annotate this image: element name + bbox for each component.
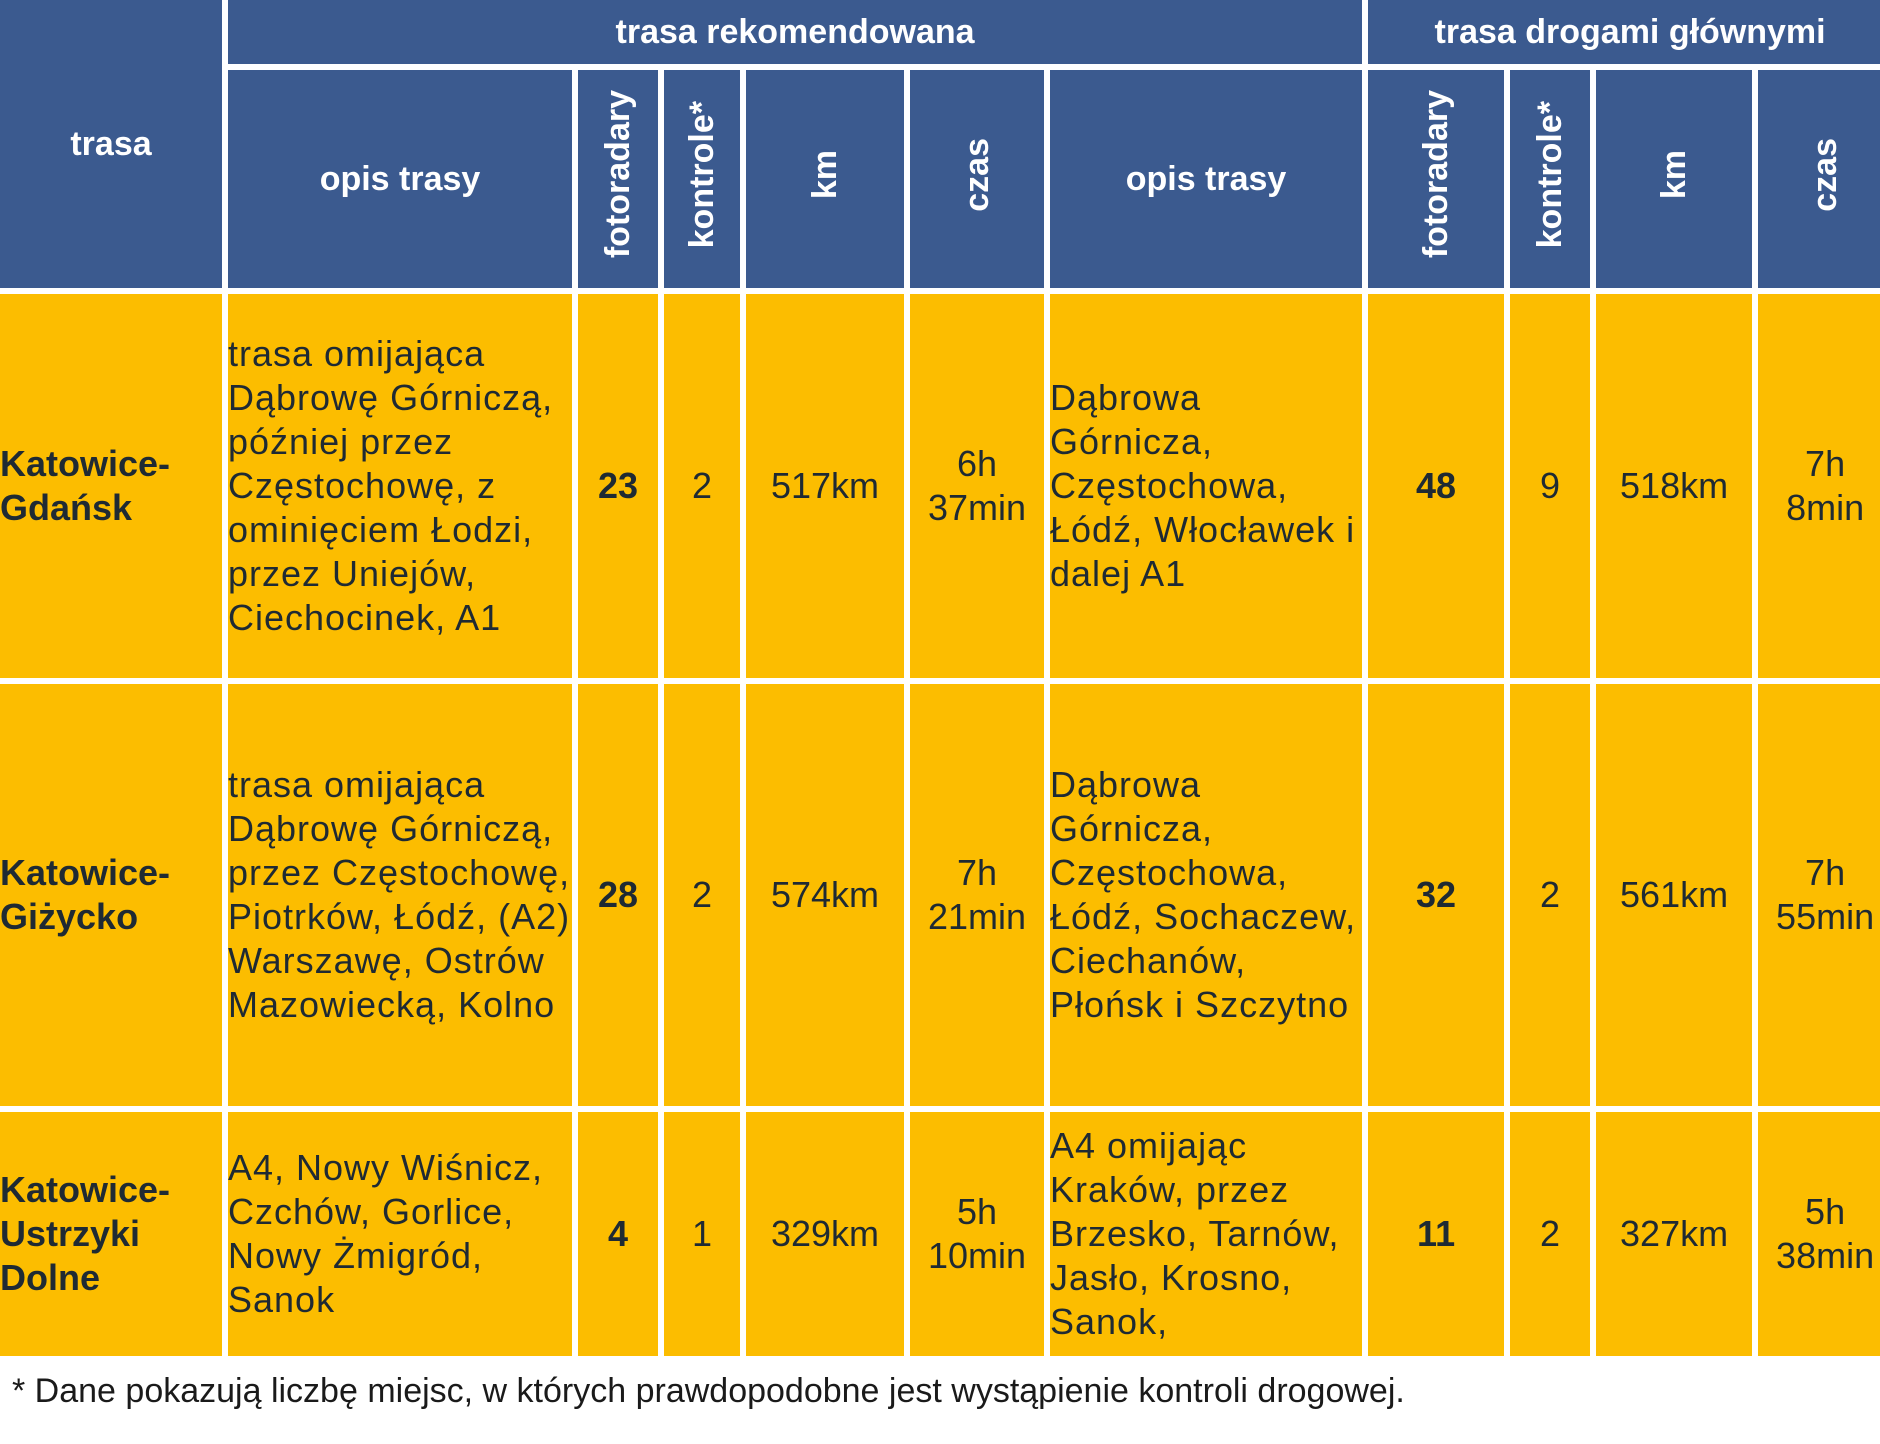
main-cameras: 48: [1368, 294, 1505, 678]
main-km: 327km: [1596, 1112, 1753, 1356]
main-checks: 2: [1510, 1112, 1591, 1356]
rec-checks: 1: [664, 1112, 740, 1356]
header-main-cameras: fotoradary: [1368, 70, 1505, 288]
route-name: Katowice- Ustrzyki Dolne: [0, 1112, 222, 1356]
main-time: 7h 8min: [1758, 294, 1880, 678]
header-main-time-label: czas: [1805, 137, 1844, 212]
header-rec-km: km: [746, 70, 904, 288]
header-rec-checks: kontrole*: [664, 70, 740, 288]
main-km: 561km: [1596, 684, 1753, 1106]
header-main-time: czas: [1758, 70, 1880, 288]
header-main-checks: kontrole*: [1510, 70, 1591, 288]
rec-description: A4, Nowy Wiśnicz, Czchów, Gorlice, Nowy …: [228, 1112, 572, 1356]
header-group-recommended: trasa rekomendowana: [228, 0, 1363, 64]
header-rec-checks-label: kontrole*: [682, 100, 721, 249]
main-description: A4 omijając Kraków, przez Brzesko, Tarnó…: [1050, 1112, 1363, 1356]
header-main-km: km: [1596, 70, 1753, 288]
route-name: Katowice- Giżycko: [0, 684, 222, 1106]
rec-km: 329km: [746, 1112, 904, 1356]
header-rec-time-label: czas: [957, 137, 996, 212]
rec-time: 6h 37min: [910, 294, 1044, 678]
header-rec-time: czas: [910, 70, 1044, 288]
header-rec-km-label: km: [805, 149, 844, 200]
rec-checks: 2: [664, 294, 740, 678]
main-km: 518km: [1596, 294, 1753, 678]
main-checks: 9: [1510, 294, 1591, 678]
main-time: 5h 38min: [1758, 1112, 1880, 1356]
rec-description: trasa omijająca Dąbrowę Górniczą, przez …: [228, 684, 572, 1106]
table-row: Katowice- Gdańsk trasa omijająca Dąbrowę…: [0, 294, 1880, 678]
main-cameras: 32: [1368, 684, 1505, 1106]
rec-km: 517km: [746, 294, 904, 678]
main-cameras: 11: [1368, 1112, 1505, 1356]
main-checks: 2: [1510, 684, 1591, 1106]
main-time: 7h 55min: [1758, 684, 1880, 1106]
main-description: Dąbrowa Górnicza, Częstochowa, Łódź, Soc…: [1050, 684, 1363, 1106]
table-row: Katowice- Giżycko trasa omijająca Dąbrow…: [0, 684, 1880, 1106]
rec-description: trasa omijająca Dąbrowę Górniczą, późnie…: [228, 294, 572, 678]
header-rec-description: opis trasy: [228, 70, 572, 288]
header-rec-cameras-label: fotoradary: [598, 90, 637, 259]
rec-cameras: 4: [578, 1112, 658, 1356]
rec-km: 574km: [746, 684, 904, 1106]
header-route: trasa: [0, 0, 222, 288]
rec-cameras: 28: [578, 684, 658, 1106]
main-description: Dąbrowa Górnicza, Częstochowa, Łódź, Wło…: [1050, 294, 1363, 678]
table-row: Katowice- Ustrzyki Dolne A4, Nowy Wiśnic…: [0, 1112, 1880, 1356]
footnote: * Dane pokazują liczbę miejsc, w których…: [12, 1372, 1405, 1410]
route-name: Katowice- Gdańsk: [0, 294, 222, 678]
header-main-cameras-label: fotoradary: [1416, 90, 1455, 259]
rec-checks: 2: [664, 684, 740, 1106]
rec-time: 7h 21min: [910, 684, 1044, 1106]
header-main-checks-label: kontrole*: [1530, 100, 1569, 249]
header-main-description: opis trasy: [1050, 70, 1363, 288]
routes-table: trasa trasa rekomendowana trasa drogami …: [0, 0, 1880, 1356]
rec-cameras: 23: [578, 294, 658, 678]
header-rec-cameras: fotoradary: [578, 70, 658, 288]
header-group-main-roads: trasa drogami głównymi: [1368, 0, 1880, 64]
header-main-km-label: km: [1654, 149, 1693, 200]
rec-time: 5h 10min: [910, 1112, 1044, 1356]
